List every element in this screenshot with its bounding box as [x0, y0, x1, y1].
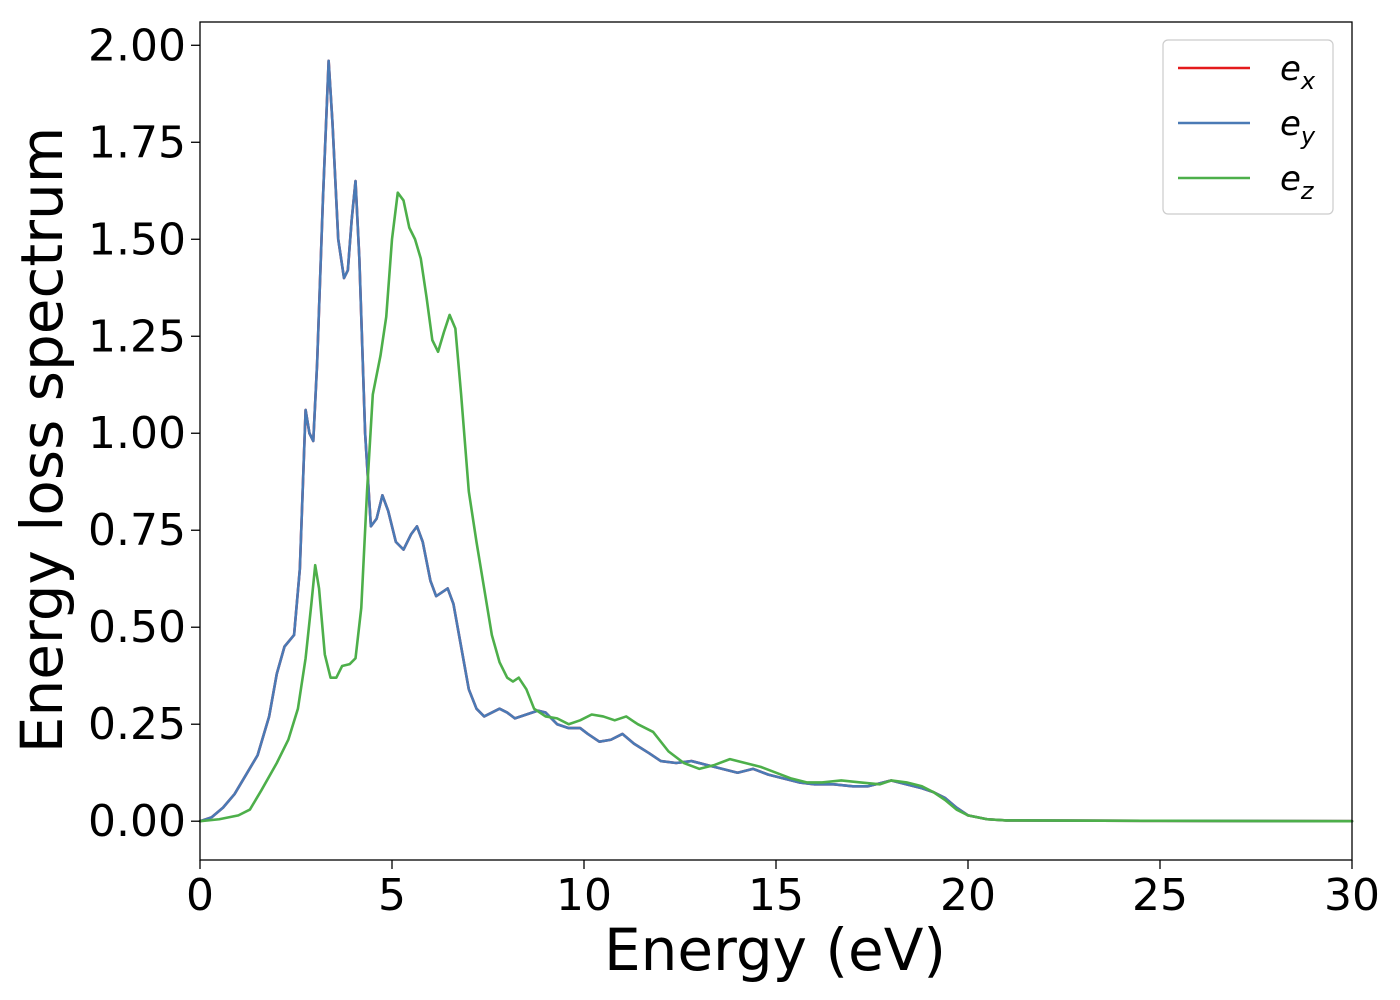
x-axis-ticks: 0 5 10 15 20 25 30	[186, 860, 1380, 921]
y-tick-label: 1.50	[88, 214, 186, 265]
x-tick-label: 5	[378, 870, 406, 921]
y-tick-label: 1.00	[88, 408, 186, 459]
x-tick-label: 25	[1132, 870, 1188, 921]
legend-label-z: ez	[1280, 159, 1315, 205]
legend-entries: ex ey ez	[1178, 49, 1316, 205]
legend: ex ey ez	[1162, 39, 1334, 215]
series-line-y	[198, 59, 1354, 823]
y-axis-label: Energy loss spectrum	[8, 127, 76, 753]
x-tick-label: 30	[1324, 870, 1380, 921]
y-tick-label: 2.00	[88, 20, 186, 71]
legend-box	[1162, 39, 1334, 215]
y-tick-label: 1.75	[88, 117, 186, 168]
y-tick-label: 0.75	[88, 505, 186, 556]
series-layer	[198, 59, 1354, 823]
x-tick-label: 10	[556, 870, 612, 921]
y-tick-label: 0.25	[88, 699, 186, 750]
y-tick-label: 1.25	[88, 311, 186, 362]
series-line-z	[198, 191, 1354, 823]
x-axis-label: Energy (eV)	[604, 916, 946, 984]
legend-label-y: ey	[1280, 104, 1316, 150]
x-tick-label: 15	[748, 870, 804, 921]
legend-label-x: ex	[1280, 49, 1316, 95]
x-tick-label: 0	[186, 870, 214, 921]
y-axis-ticks: 0.00 0.25 0.50 0.75 1.00 1.25 1.50 1.75 2.00	[88, 20, 200, 847]
x-tick-label: 20	[940, 870, 996, 921]
y-tick-label: 0.50	[88, 602, 186, 653]
y-tick-label: 0.00	[88, 796, 186, 847]
